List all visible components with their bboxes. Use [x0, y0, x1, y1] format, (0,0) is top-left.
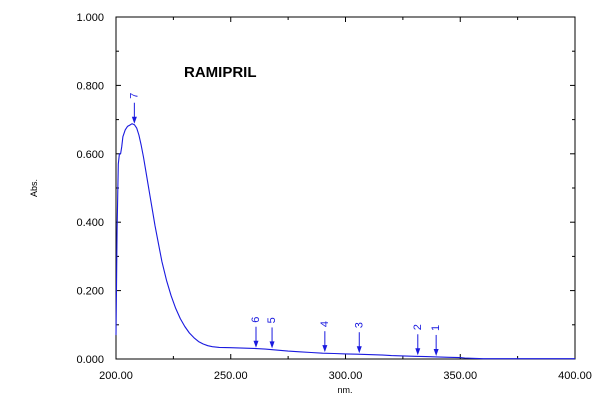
peak-marker-arrow — [415, 348, 421, 356]
peak-marker-arrow — [322, 345, 328, 353]
peak-marker-label: 3 — [353, 322, 365, 328]
x-tick-label: 350.00 — [443, 370, 477, 382]
y-tick-label: 0.800 — [76, 80, 104, 92]
peak-marker-arrow — [253, 340, 259, 348]
plot-area — [115, 123, 575, 360]
x-tick-label: 200.00 — [99, 370, 133, 382]
peak-marker-label: 4 — [319, 321, 331, 327]
peak-marker-arrow — [433, 348, 439, 356]
peak-marker-label: 1 — [430, 325, 442, 331]
y-tick-label: 0.200 — [76, 286, 104, 298]
peak-markers: 76 54 3 2 1 — [128, 93, 442, 356]
x-tick-label: 400.00 — [558, 370, 592, 382]
peak-marker-label: 5 — [266, 317, 278, 323]
y-tick-label: 0.600 — [76, 149, 104, 161]
y-axis-label: Abs. — [29, 179, 39, 197]
x-tick-label: 300.00 — [329, 370, 363, 382]
peak-marker-arrow — [356, 346, 362, 354]
y-tick-label: 0.000 — [76, 354, 104, 366]
peak-marker-label: 2 — [412, 324, 424, 330]
x-axis-label: nm. — [337, 385, 352, 395]
peak-marker-label: 6 — [250, 317, 262, 323]
peak-marker-label: 7 — [128, 93, 140, 99]
spectrum-line — [115, 123, 575, 360]
axis-ticks: 200.00 250.00 300.00 350.00 400.00 0.000 0.200… — [76, 12, 591, 382]
peak-marker-arrow — [269, 341, 275, 349]
peak-marker-arrow — [131, 116, 137, 124]
chart-title: RAMIPRIL — [184, 64, 257, 81]
y-tick-label: 0.400 — [76, 217, 104, 229]
y-tick-label: 1.000 — [76, 12, 104, 24]
x-tick-label: 250.00 — [214, 370, 248, 382]
